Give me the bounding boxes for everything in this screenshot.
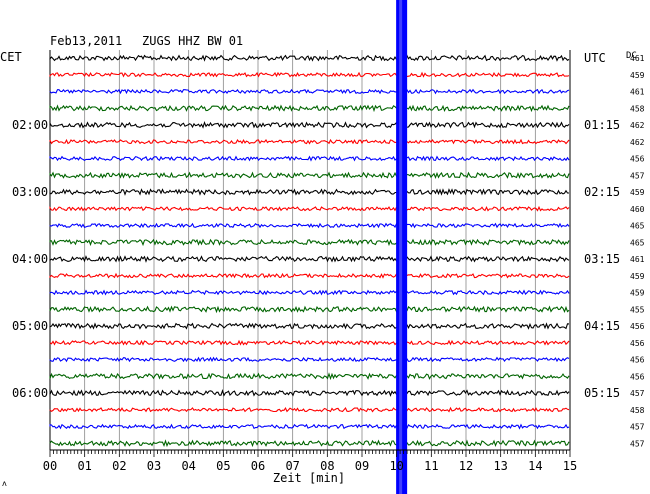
seismic-trace-row-20 bbox=[49, 388, 570, 397]
dc-value: 459 bbox=[630, 188, 645, 197]
seismic-trace-row-15 bbox=[49, 305, 570, 314]
right-time-labels: UTC 01:15 02:15 03:15 04:15 05:15 bbox=[584, 51, 620, 400]
trace-group bbox=[49, 54, 570, 448]
x-tick-label: 11 bbox=[424, 459, 438, 473]
x-tick-label: 01 bbox=[77, 459, 91, 473]
left-time-labels: 02:00 03:00 04:00 05:00 06:00 bbox=[12, 118, 48, 400]
dc-value: 459 bbox=[630, 71, 645, 80]
seismic-trace-row-5 bbox=[49, 138, 570, 145]
x-tick-label: 05 bbox=[216, 459, 230, 473]
event-signal-core bbox=[399, 0, 403, 494]
x-tick-label: 14 bbox=[528, 459, 542, 473]
x-axis: 00 01 02 03 04 05 06 07 08 09 10 11 12 13 14 15 bbox=[43, 449, 577, 473]
dc-value: 458 bbox=[630, 406, 645, 415]
seismic-trace-row-0 bbox=[49, 54, 570, 62]
dc-value: 459 bbox=[630, 272, 645, 281]
x-tick-label: 03 bbox=[147, 459, 161, 473]
seismic-trace-row-6 bbox=[49, 155, 570, 162]
left-time-label: 06:00 bbox=[12, 386, 48, 400]
x-tick-label: 00 bbox=[43, 459, 57, 473]
dc-value: 457 bbox=[630, 423, 645, 432]
seismic-trace-row-21 bbox=[49, 406, 570, 413]
x-tick-label: 02 bbox=[112, 459, 126, 473]
left-time-label: 02:00 bbox=[12, 118, 48, 132]
dc-value: 457 bbox=[630, 439, 645, 448]
dc-value: 456 bbox=[630, 356, 645, 365]
dc-header-label: DC bbox=[626, 51, 637, 61]
dc-value: 456 bbox=[630, 339, 645, 348]
dc-value: 456 bbox=[630, 322, 645, 331]
chart-date: Feb13,2011 bbox=[50, 34, 122, 48]
right-time-label: 01:15 bbox=[584, 118, 620, 132]
seismic-trace-row-7 bbox=[49, 171, 570, 180]
x-tick-label: 06 bbox=[251, 459, 265, 473]
x-tick-label: 12 bbox=[459, 459, 473, 473]
seismic-trace-row-10 bbox=[49, 222, 570, 229]
seismic-trace-row-16 bbox=[49, 322, 570, 330]
x-tick-label: 04 bbox=[181, 459, 195, 473]
chart-station: ZUGS HHZ BW 01 bbox=[142, 34, 243, 48]
seismic-trace-row-14 bbox=[49, 289, 570, 296]
seismic-trace-row-17 bbox=[49, 339, 570, 346]
seismic-trace-row-22 bbox=[49, 423, 570, 430]
dc-value: 458 bbox=[630, 104, 645, 113]
dc-value: 459 bbox=[630, 289, 645, 298]
x-tick-label: 13 bbox=[493, 459, 507, 473]
event-signal bbox=[396, 0, 408, 494]
dc-value: 461 bbox=[630, 88, 645, 97]
seismic-trace-row-18 bbox=[49, 356, 570, 363]
seismic-trace-row-19 bbox=[49, 372, 570, 381]
corner-mark: ʌ bbox=[2, 479, 7, 488]
dc-value: 456 bbox=[630, 372, 645, 381]
dc-value: 457 bbox=[630, 171, 645, 180]
seismic-trace-row-13 bbox=[49, 272, 570, 279]
left-time-label: 03:00 bbox=[12, 185, 48, 199]
dc-value: 462 bbox=[630, 121, 645, 130]
dc-value: 461 bbox=[630, 255, 645, 264]
x-tick-label: 08 bbox=[320, 459, 334, 473]
seismic-trace-row-4 bbox=[49, 120, 570, 129]
plot-grid bbox=[49, 50, 571, 450]
seismic-trace-row-9 bbox=[49, 205, 570, 212]
dc-value: 457 bbox=[630, 389, 645, 398]
right-time-label: 03:15 bbox=[584, 252, 620, 266]
dc-value: 456 bbox=[630, 155, 645, 164]
seismic-trace-row-23 bbox=[49, 439, 570, 448]
x-tick-label: 09 bbox=[355, 459, 369, 473]
seismic-trace-row-12 bbox=[49, 255, 570, 263]
event-signal-band bbox=[396, 0, 408, 494]
seismic-trace-row-8 bbox=[49, 188, 569, 196]
seismic-trace-row-1 bbox=[49, 71, 570, 78]
x-tick-label: 10 bbox=[389, 459, 403, 473]
dc-value: 460 bbox=[630, 205, 645, 214]
left-time-label: 04:00 bbox=[12, 252, 48, 266]
right-time-label: UTC bbox=[584, 51, 606, 65]
dc-value: 455 bbox=[630, 305, 645, 314]
x-tick-label: 07 bbox=[285, 459, 299, 473]
dc-value: 462 bbox=[630, 138, 645, 147]
dc-value: 461 bbox=[630, 54, 645, 63]
x-tick-label: 15 bbox=[563, 459, 577, 473]
dc-value: 465 bbox=[630, 238, 645, 247]
left-time-label: 05:00 bbox=[12, 319, 48, 333]
dc-value: 465 bbox=[630, 222, 645, 231]
seismic-trace-row-2 bbox=[49, 88, 570, 95]
dc-values: 461 459 461 458 462 462 456 457 459 460 465 465 461 4… bbox=[630, 54, 645, 448]
left-timezone-label: CET bbox=[0, 50, 22, 64]
x-axis-title: Zeit [min] bbox=[273, 471, 345, 485]
right-time-label: 05:15 bbox=[584, 386, 620, 400]
seismic-trace-row-11 bbox=[49, 238, 570, 247]
right-time-label: 02:15 bbox=[584, 185, 620, 199]
seismic-trace-row-3 bbox=[49, 104, 570, 113]
right-time-label: 04:15 bbox=[584, 319, 620, 333]
